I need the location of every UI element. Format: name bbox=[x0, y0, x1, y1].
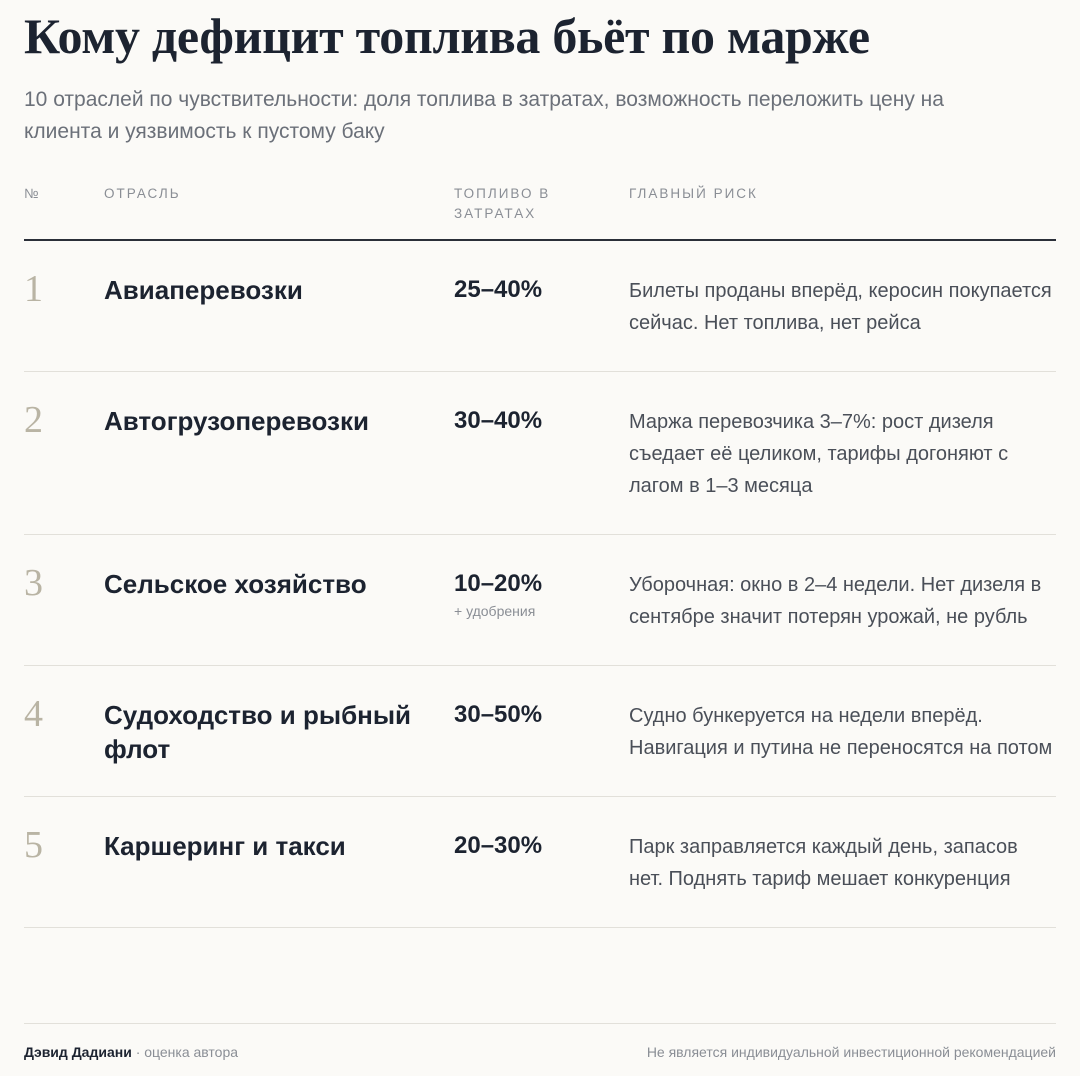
industry: Судоходство и рыбный флот bbox=[104, 700, 412, 764]
main-risk: Парк заправляется каждый день, запасов н… bbox=[629, 836, 1018, 890]
table-row: 1 Авиаперевозки 25–40% Билеты проданы вперё… bbox=[24, 241, 1056, 372]
document: Кому дефицит топлива бьёт по марже 10 от… bbox=[24, 0, 1056, 1076]
column-header: Топливо в затратах bbox=[454, 186, 551, 221]
industry: Каршеринг и такси bbox=[104, 831, 346, 861]
row-number: 3 bbox=[24, 562, 43, 604]
table-row: 5 Каршеринг и такси 20–30% Парк заправляетс… bbox=[24, 797, 1056, 928]
column-header: № bbox=[24, 186, 41, 201]
table-row: 2 Автогрузоперевозки 30–40% Маржа перевозчи… bbox=[24, 372, 1056, 535]
title: Кому дефицит топлива бьёт по марже bbox=[24, 8, 870, 64]
table-header: № Отрасль Топливо в затратах Главный рис… bbox=[24, 184, 1056, 241]
main-risk: Маржа перевозчика 3–7%: рост дизеля съед… bbox=[629, 411, 1009, 497]
fuel-note: + удобрения bbox=[454, 603, 536, 619]
author-note: · оценка автора bbox=[135, 1044, 239, 1060]
fuel-share: 10–20% bbox=[454, 570, 543, 597]
row-number: 1 bbox=[24, 268, 43, 310]
column-header: Главный риск bbox=[629, 186, 758, 201]
industry: Сельское хозяйство bbox=[104, 569, 367, 599]
table-body: 1 Авиаперевозки 25–40% Билеты проданы вперё… bbox=[24, 241, 1056, 928]
fuel-share: 30–40% bbox=[454, 407, 543, 434]
fuel-share: 30–50% bbox=[454, 701, 543, 728]
table-row: 3 Сельское хозяйство 10–20% + удобрения Убор… bbox=[24, 535, 1056, 666]
subtitle: 10 отраслей по чувствительности: доля то… bbox=[24, 88, 944, 143]
row-number: 4 bbox=[24, 693, 43, 735]
table-row: 4 Судоходство и рыбный флот 30–50% Судно бу… bbox=[24, 666, 1056, 797]
row-number: 5 bbox=[24, 824, 43, 866]
footer: Дэвид Дадиани · оценка автора Не являетс… bbox=[24, 1023, 1056, 1060]
fuel-share: 20–30% bbox=[454, 832, 543, 859]
industry: Авиаперевозки bbox=[104, 275, 303, 305]
main-risk: Судно бункеруется на недели вперёд. Нави… bbox=[629, 705, 1053, 759]
main-risk: Билеты проданы вперёд, керосин покупаетс… bbox=[629, 280, 1052, 334]
industry: Автогрузоперевозки bbox=[104, 406, 369, 436]
fuel-share: 25–40% bbox=[454, 276, 543, 303]
disclaimer: Не является индивидуальной инвестиционно… bbox=[646, 1044, 1056, 1060]
main-risk: Уборочная: окно в 2–4 недели. Нет дизеля… bbox=[629, 574, 1042, 628]
author: Дэвид Дадиани bbox=[24, 1044, 132, 1060]
column-header: Отрасль bbox=[104, 186, 181, 201]
row-number: 2 bbox=[24, 399, 43, 441]
